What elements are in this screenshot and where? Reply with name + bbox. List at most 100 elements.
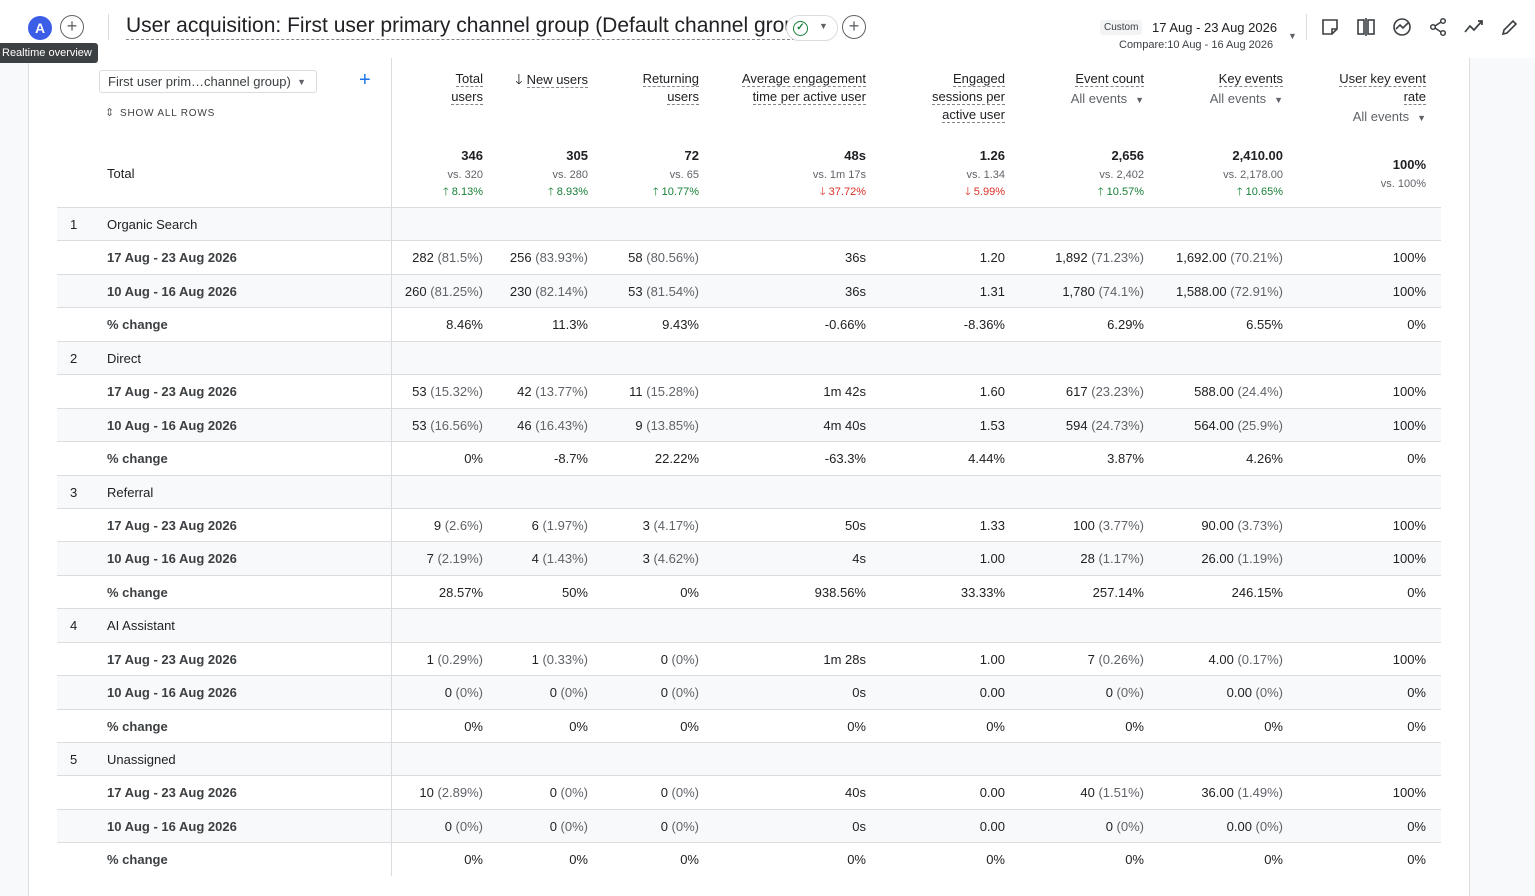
cell-total-users: 9 (2.6%) (433, 517, 483, 533)
cell-total-users: 0 (0%) (444, 685, 483, 701)
cell-event-count: 0 (0%) (1105, 685, 1144, 701)
cell-total-users: 0 (0%) (444, 818, 483, 834)
row-label: 10 Aug - 16 Aug 2026 (107, 283, 237, 299)
cell-event-count: 1,892 (71.23%) (1055, 250, 1144, 266)
cell-key-events: 36.00 (1.49%) (1201, 785, 1283, 801)
channel-name: Unassigned (107, 752, 176, 767)
note-icon[interactable] (1320, 17, 1340, 37)
group-row[interactable]: 3 Referral (57, 474, 1441, 508)
total-new-users: 305 vs. 280 🡑 8.93% (548, 148, 588, 200)
cell-total-users: 0% (464, 852, 483, 868)
add-dimension-button[interactable]: + (359, 69, 371, 91)
row-label: % change (107, 584, 168, 600)
cell-returning-users: 0% (680, 584, 699, 600)
total-event-count: 2,656 vs. 2,402 🡑 10.57% (1098, 148, 1144, 200)
row-label: 17 Aug - 23 Aug 2026 (107, 384, 237, 400)
group-row[interactable]: 4 AI Assistant (57, 608, 1441, 642)
total-label: Total (107, 166, 135, 181)
cell-new-users: 0% (569, 718, 588, 734)
col-header-new-users[interactable]: 🡓 New users (515, 71, 588, 88)
cell-key-events: 90.00 (3.73%) (1201, 517, 1283, 533)
report-table-card: First user prim…channel group) ▼ + ⇕ SHOW… (28, 58, 1470, 896)
cell-engaged-sessions: 1.20 (979, 250, 1005, 266)
total-change: 🡑 10.65% (1236, 186, 1283, 198)
col-header-event-count[interactable]: Event count All events ▼ (1071, 70, 1144, 109)
table-row: 17 Aug - 23 Aug 2026 1 (0.29%) 1 (0.33%) 0 … (57, 641, 1441, 676)
show-all-rows-label: SHOW ALL ROWS (120, 108, 216, 119)
cell-new-users: 0 (0%) (549, 785, 588, 801)
cell-returning-users: 0 (0%) (660, 685, 699, 701)
cell-new-users: 42 (13.77%) (517, 384, 588, 400)
edit-icon[interactable] (1500, 17, 1520, 37)
cell-total-users: 8.46% (446, 317, 483, 333)
cell-event-count: 0% (1125, 718, 1144, 734)
group-row[interactable]: 5 Unassigned (57, 742, 1441, 776)
event-filter-select[interactable]: All events ▼ (1209, 91, 1283, 106)
row-label: 10 Aug - 16 Aug 2026 (107, 417, 237, 433)
total-comparison: vs. 2,178.00 (1223, 169, 1283, 181)
tooltip: Realtime overview (0, 43, 98, 63)
total-returning-users: 72 vs. 65 🡑 10.77% (653, 148, 699, 200)
group-row[interactable]: 1 Organic Search (57, 207, 1441, 241)
col-header-engaged-sessions[interactable]: Engaged sessions per active user (932, 71, 1005, 123)
total-change: 🡑 8.93% (548, 186, 588, 198)
cell-returning-users: 11 (15.28%) (629, 384, 699, 400)
total-change: 🡓 37.72% (819, 186, 866, 198)
col-header-total-users[interactable]: Total users (451, 71, 483, 105)
table-row: 17 Aug - 23 Aug 2026 53 (15.32%) 42 (13.77… (57, 374, 1441, 408)
cell-new-users: 46 (16.43%) (517, 417, 588, 433)
cell-event-count: 0 (0%) (1105, 818, 1144, 834)
col-header-key-events[interactable]: Key events All events ▼ (1210, 70, 1283, 109)
cell-key-events: 588.00 (24.4%) (1194, 384, 1283, 400)
row-index: 3 (70, 484, 78, 500)
table-row: 10 Aug - 16 Aug 2026 7 (2.19%) 4 (1.43%) 3 … (57, 541, 1441, 575)
cell-total-users: 10 (2.89%) (419, 785, 483, 801)
share-icon[interactable] (1428, 17, 1448, 37)
cell-engaged-sessions: 1.33 (979, 517, 1005, 533)
trend-icon[interactable] (1464, 17, 1484, 37)
add-button[interactable]: + (842, 15, 866, 39)
add-comparison-button[interactable]: + (60, 15, 84, 39)
cell-avg-engagement: 0% (847, 852, 866, 868)
cell-total-users: 1 (0.29%) (426, 651, 483, 667)
cell-total-users: 7 (2.19%) (426, 551, 483, 567)
table-row: % change 8.46% 11.3% 9.43% -0.66% -8.36% 6.29%… (57, 307, 1441, 341)
top-bar: A + Realtime overview User acquisition: … (0, 0, 1535, 63)
show-all-rows-button[interactable]: ⇕ SHOW ALL ROWS (105, 106, 215, 119)
row-label: 17 Aug - 23 Aug 2026 (107, 517, 237, 533)
cell-event-count: 6.29% (1107, 317, 1144, 333)
cell-returning-users: 0% (680, 852, 699, 868)
cell-engaged-sessions: 0.00 (979, 685, 1005, 701)
col-header-avg-engagement[interactable]: Average engagement time per active user (741, 71, 866, 105)
col-header-returning-users[interactable]: Returning users (642, 71, 699, 105)
status-dropdown[interactable]: ✓ ▼ (786, 15, 838, 41)
insights-icon[interactable] (1392, 17, 1412, 37)
cell-engaged-sessions: 0.00 (979, 818, 1005, 834)
total-key-events: 2,410.00 vs. 2,178.00 🡑 10.65% (1223, 148, 1283, 200)
cell-user-key-event-rate: 0% (1407, 584, 1426, 600)
cell-engaged-sessions: 1.00 (979, 651, 1005, 667)
event-filter-select[interactable]: All events ▼ (1352, 109, 1426, 124)
event-filter-select[interactable]: All events ▼ (1070, 91, 1144, 106)
group-row[interactable]: 2 Direct (57, 340, 1441, 375)
compare-icon[interactable] (1356, 17, 1376, 37)
page-title: User acquisition: First user primary cha… (126, 13, 815, 40)
total-user-key-event-rate: 100% vs. 100% (1381, 157, 1426, 192)
cell-event-count: 3.87% (1107, 451, 1144, 467)
cell-event-count: 594 (24.73%) (1065, 417, 1144, 433)
total-value: 48s (844, 148, 866, 163)
channel-name: Referral (107, 484, 154, 500)
total-comparison: vs. 65 (669, 169, 699, 181)
cell-event-count: 257.14% (1092, 584, 1144, 600)
col-header-user-key-event-rate[interactable]: User key event rate All events ▼ (1339, 70, 1426, 127)
avatar[interactable]: A (28, 16, 52, 40)
row-index: 2 (70, 350, 78, 366)
cell-key-events: 6.55% (1246, 317, 1283, 333)
dimension-select-label: First user prim…channel group) (108, 74, 291, 89)
cell-new-users: 0 (0%) (549, 818, 588, 834)
dimension-select[interactable]: First user prim…channel group) ▼ (99, 70, 317, 93)
cell-avg-engagement: 4s (852, 551, 866, 567)
cell-user-key-event-rate: 100% (1392, 283, 1426, 299)
cell-returning-users: 53 (81.54%) (628, 283, 699, 299)
table-row: 10 Aug - 16 Aug 2026 0 (0%) 0 (0%) 0 (0%) 0s… (57, 808, 1441, 843)
